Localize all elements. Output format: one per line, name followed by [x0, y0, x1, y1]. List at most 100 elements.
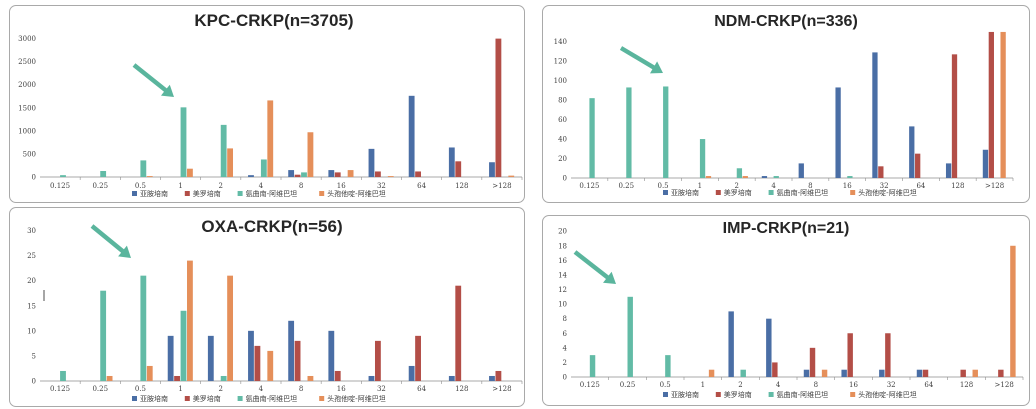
legend-swatch — [319, 191, 325, 196]
y-tick-label: 10 — [27, 327, 36, 335]
legend-label: 亚胺培南 — [140, 189, 168, 198]
bar-32-series-1 — [374, 171, 381, 177]
legend-swatch — [850, 190, 856, 195]
y-tick-label: 2000 — [18, 81, 36, 89]
bar-2-series-3 — [742, 176, 748, 178]
y-tick-label: 80 — [558, 97, 567, 105]
x-tick-label: 0.5 — [135, 385, 146, 393]
y-tick-label: 1500 — [18, 104, 36, 112]
legend-swatch — [132, 396, 137, 401]
y-tick-label: 20 — [558, 155, 567, 163]
y-tick-label: 3000 — [18, 35, 36, 43]
bar-gt128-series-1 — [988, 31, 994, 178]
bar-gt128-series-3 — [1010, 245, 1016, 377]
bar-0.5-series-3 — [146, 365, 153, 381]
bar-8-series-3 — [821, 369, 828, 377]
legend-swatch — [237, 191, 243, 196]
x-tick-label: 16 — [849, 381, 858, 389]
x-tick-label: 0.25 — [620, 381, 636, 389]
bar-2-series-2 — [740, 369, 746, 377]
bar-4-series-1 — [254, 345, 261, 381]
legend-swatch — [850, 392, 856, 397]
legend-label: 氨曲南-阿维巴坦 — [246, 189, 298, 198]
bar-16-series-0 — [328, 330, 335, 381]
bar-gt128-series-0 — [489, 162, 495, 177]
y-tick-label: 60 — [558, 116, 567, 124]
bar-128-series-0 — [448, 375, 455, 381]
bar-1-series-1 — [174, 375, 180, 381]
bar-1-series-2 — [699, 139, 706, 178]
chart-svg-ndm: NDM-CRKP(n=336) 0 20 40 60 80 100 120 140 0.125 0.… — [554, 13, 1014, 197]
bar-2-series-3 — [227, 275, 234, 381]
legend-label: 美罗培南 — [724, 188, 752, 197]
bar-128-series-1 — [951, 54, 958, 179]
bar-gt128-series-3 — [1000, 31, 1006, 178]
bar-128-series-3 — [972, 369, 978, 377]
bar-4-series-0 — [248, 175, 254, 177]
x-tick-label: 64 — [417, 385, 426, 393]
y-tick-label: 0 — [563, 175, 567, 183]
chart-panel-kpc: KPC-CRKP(n=3705) 0 500 1000 1500 2000 2500 3000… — [9, 5, 525, 203]
x-tick-label: 4 — [771, 182, 776, 190]
x-tick-label: 0.25 — [618, 182, 634, 190]
bar-8-series-0 — [288, 170, 295, 177]
x-tick-label: 1 — [178, 182, 182, 190]
legend-swatch — [184, 191, 190, 196]
bar-gt128-series-3 — [508, 175, 515, 177]
bar-8-series-1 — [294, 340, 301, 381]
bar-0.25-series-2 — [627, 296, 633, 377]
chart-panel-ndm: NDM-CRKP(n=336) 0 20 40 60 80 100 120 140 0.125 0.… — [542, 5, 1030, 203]
y-tick-label: 4 — [563, 344, 568, 352]
bar-32-series-1 — [878, 166, 884, 178]
bar-128-series-0 — [448, 147, 455, 177]
bar-0.125-series-2 — [589, 355, 596, 377]
bar-16-series-0 — [841, 369, 847, 377]
bar-0.5-series-2 — [140, 160, 147, 177]
x-tick-label: 32 — [887, 381, 896, 389]
legend-label: 氨曲南-阿维巴坦 — [777, 390, 829, 399]
y-tick-label: 20 — [27, 277, 36, 285]
bar-64-series-0 — [916, 369, 923, 377]
x-tick-label: >128 — [492, 182, 511, 190]
y-tick-label: 2 — [563, 359, 567, 367]
legend-swatch — [663, 190, 668, 195]
bar-64-series-1 — [415, 171, 421, 177]
x-tick-label: 0.5 — [658, 182, 669, 190]
y-tick-label: 15 — [27, 302, 36, 310]
x-tick-label: 16 — [337, 385, 346, 393]
x-tick-label: 128 — [455, 182, 468, 190]
bar-16-series-0 — [328, 170, 335, 177]
y-tick-label: 6 — [563, 330, 568, 338]
bar-8-series-1 — [294, 174, 301, 177]
y-tick-label: 20 — [558, 228, 567, 236]
x-tick-label: 8 — [814, 381, 818, 389]
x-tick-label: >128 — [995, 381, 1014, 389]
bar-8-series-3 — [307, 132, 314, 177]
bar-0.25-series-2 — [100, 290, 107, 381]
bar-gt128-series-0 — [982, 149, 989, 178]
y-tick-label: 12 — [558, 286, 567, 294]
bar-32-series-0 — [872, 52, 878, 178]
x-tick-label: 64 — [916, 182, 925, 190]
bar-1-series-3 — [708, 369, 715, 377]
bar-1-series-3 — [187, 260, 193, 381]
bar-8-series-0 — [803, 369, 810, 377]
bar-2-series-2 — [736, 168, 743, 178]
bar-gt128-series-1 — [998, 369, 1004, 377]
bar-64-series-0 — [408, 365, 415, 381]
bar-16-series-0 — [835, 87, 841, 178]
x-tick-label: 1 — [701, 381, 705, 389]
bar-16-series-1 — [334, 172, 341, 177]
bar-16-series-2 — [847, 176, 853, 178]
legend-swatch — [663, 392, 668, 397]
bar-4-series-3 — [267, 350, 274, 381]
bar-0.125-series-2 — [589, 98, 595, 178]
y-tick-label: 140 — [554, 38, 567, 46]
arrow-icon — [573, 250, 616, 284]
x-tick-label: 16 — [843, 182, 852, 190]
y-tick-label: 120 — [554, 58, 567, 66]
y-tick-label: 500 — [23, 150, 36, 158]
y-tick-label: 5 — [32, 352, 36, 360]
